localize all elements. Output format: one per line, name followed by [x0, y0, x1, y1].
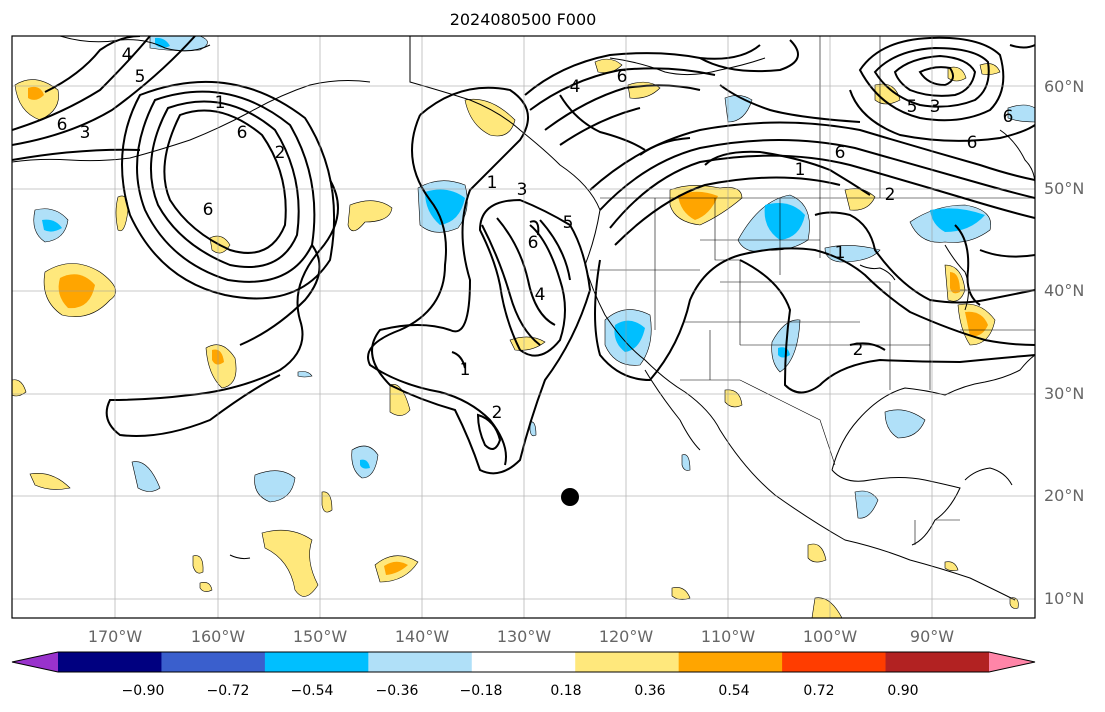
contour-label: 6 [528, 233, 539, 253]
contour-label: 6 [617, 67, 628, 87]
lon-label: 140°W [394, 627, 450, 646]
colorbar-tick-label: 0.18 [550, 683, 582, 699]
lat-label: 60°N [1044, 77, 1085, 96]
lat-label: 20°N [1044, 486, 1085, 505]
lon-label: 170°W [87, 627, 143, 646]
map-frame [11, 35, 1036, 619]
lon-label: 120°W [598, 627, 654, 646]
contour-label: 3 [80, 123, 91, 143]
contour-label: 1 [835, 243, 846, 263]
lat-label: 10°N [1044, 589, 1085, 608]
colorbar [11, 651, 1036, 673]
colorbar-segment [471, 652, 576, 672]
map-title: 2024080500 F000 [449, 10, 597, 29]
contour-label: 6 [237, 123, 248, 143]
colorbar-segment [885, 652, 990, 672]
colorbar-segment [678, 652, 783, 672]
contour-label: 3 [517, 180, 528, 200]
contour-label: 1 [487, 173, 498, 193]
contour-label: 2 [853, 340, 864, 360]
contour-label: 4 [570, 77, 581, 97]
contour-label: 6 [57, 115, 68, 135]
graticule [12, 36, 1035, 618]
coastlines [12, 36, 1035, 601]
contour-label: 1 [795, 160, 806, 180]
colorbar-tick-label: −0.54 [290, 683, 334, 699]
colorbar-tick-label: −0.72 [206, 683, 250, 699]
lon-label: 150°W [292, 627, 348, 646]
contour-label: 2 [275, 143, 286, 163]
contour-label: 4 [122, 45, 133, 65]
colorbar-segment [264, 652, 369, 672]
lon-label: 110°W [700, 627, 756, 646]
contour-label: 3 [930, 97, 941, 117]
contour-label: 5 [907, 97, 918, 117]
contour-label: 5 [135, 67, 146, 87]
colorbar-tick-label: 0.54 [718, 683, 750, 699]
colorbar-segment [575, 652, 680, 672]
colorbar-segment [58, 652, 162, 672]
lat-label: 30°N [1044, 384, 1085, 403]
contour-label: 6 [835, 143, 846, 163]
lat-label: 50°N [1044, 179, 1085, 198]
colorbar-extend-low [12, 652, 58, 672]
colorbar-tick-label: 0.90 [887, 683, 919, 699]
colorbar-segment [161, 652, 266, 672]
colorbar-segment [368, 652, 473, 672]
colorbar-tick-label: −0.18 [459, 683, 503, 699]
colorbar-extend-high [989, 652, 1035, 672]
contour-label: 2 [885, 185, 896, 205]
contour-labels: 6 3 4 5 2 6 6 1 3 1 6 5 4 1 2 6 4 1 6 2 … [57, 45, 1014, 423]
contour-label: 1 [460, 360, 471, 380]
contour-label: 5 [563, 213, 574, 233]
lon-label: 160°W [190, 627, 246, 646]
height-contours [12, 36, 1035, 475]
colorbar-tick-label: −0.90 [121, 683, 165, 699]
contour-label: 6 [1003, 107, 1014, 127]
lat-label: 40°N [1044, 281, 1085, 300]
contour-label: 6 [967, 133, 978, 153]
colorbar-tick-label: 0.72 [803, 683, 835, 699]
contour-label: 4 [535, 285, 546, 305]
colorbar-outline [11, 651, 1036, 673]
contour-label: 6 [203, 200, 214, 220]
anomaly-shading [12, 36, 1035, 618]
colorbar-tick-label: 0.36 [634, 683, 666, 699]
storm-center-dot [561, 488, 579, 506]
lon-label: 90°W [909, 627, 955, 646]
colorbar-tick-label: −0.36 [375, 683, 419, 699]
contour-label: 1 [215, 93, 226, 113]
lon-label: 100°W [802, 627, 858, 646]
lon-label: 130°W [496, 627, 552, 646]
colorbar-segment [782, 652, 887, 672]
contour-label: 2 [492, 403, 503, 423]
